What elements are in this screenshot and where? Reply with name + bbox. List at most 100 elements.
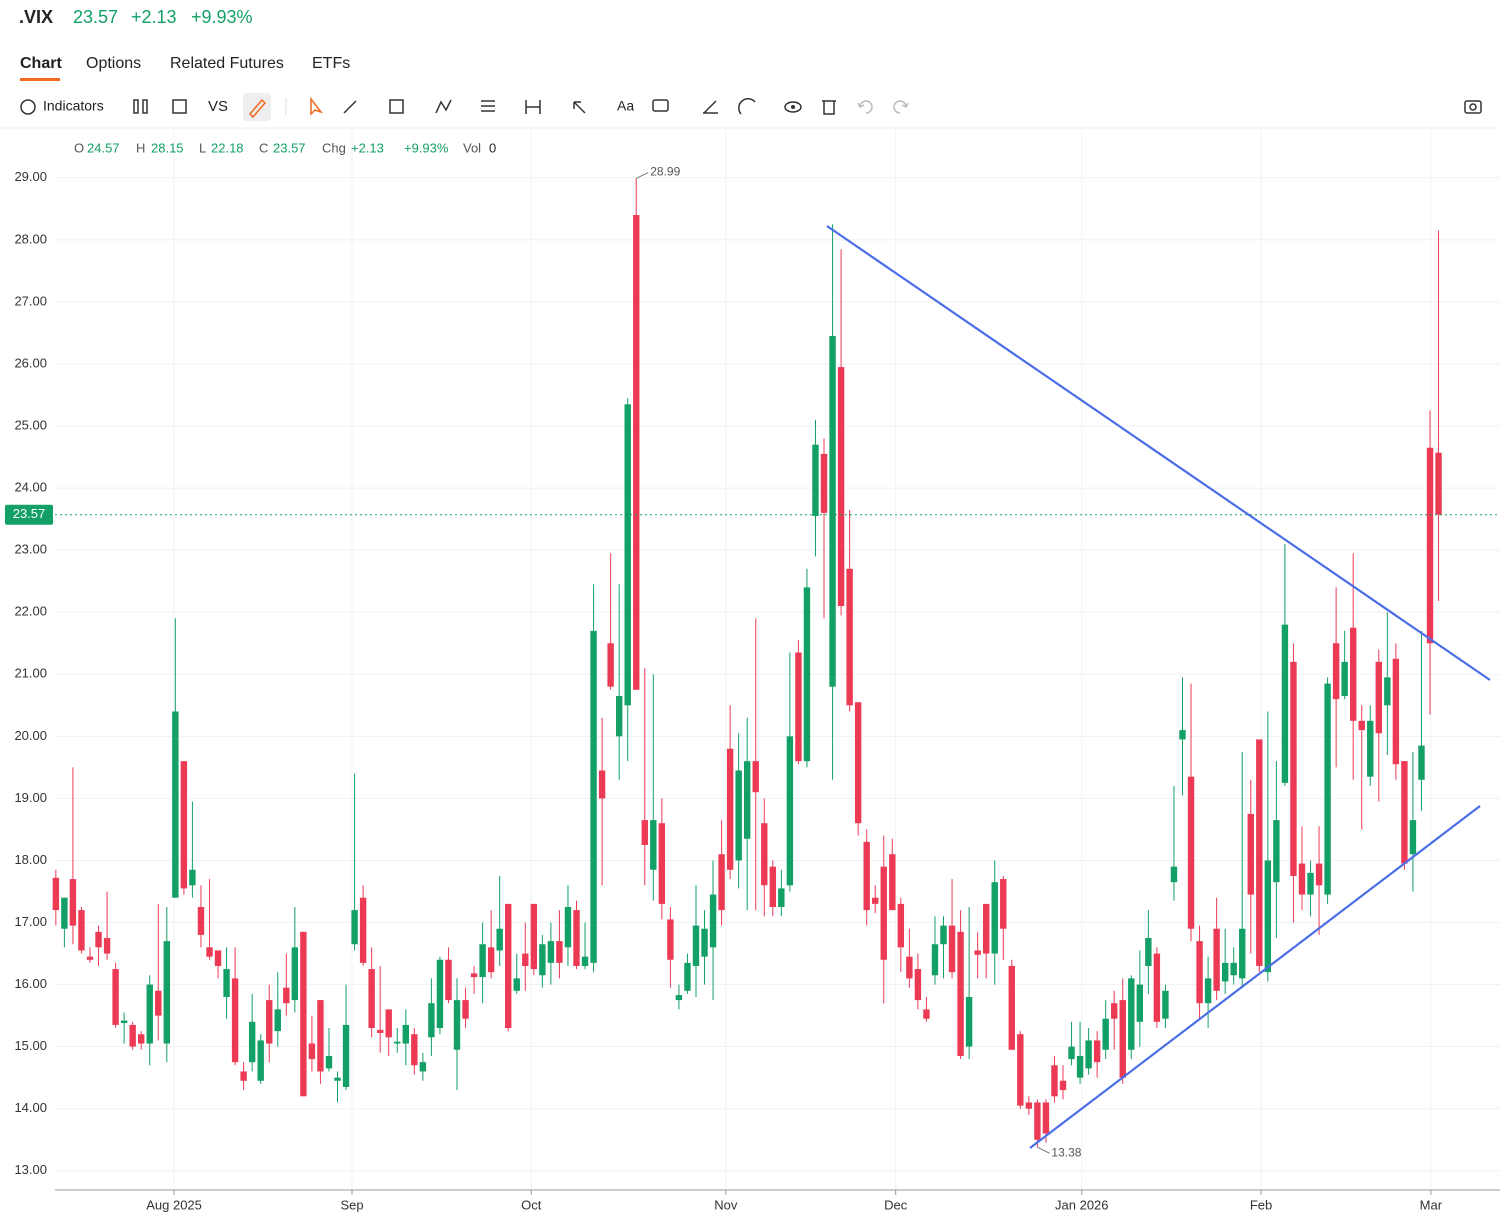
candle-body: [419, 1062, 427, 1072]
redo-icon[interactable]: [893, 100, 909, 114]
indicators-icon[interactable]: [20, 99, 36, 115]
candle-body: [846, 568, 853, 706]
candle-body: [1042, 1102, 1050, 1134]
brush-icon[interactable]: [703, 100, 718, 114]
candle-body: [581, 956, 589, 966]
measure-tool-icon[interactable]: [525, 100, 541, 114]
delete-icon[interactable]: [822, 100, 836, 115]
y-tick-label: 24.00: [14, 480, 47, 495]
candle-body: [95, 931, 102, 948]
candle-body: [573, 910, 580, 966]
candle-body: [982, 903, 990, 954]
candle-body: [1409, 820, 1417, 855]
candle-body: [180, 761, 188, 889]
candle-body: [1315, 863, 1323, 886]
candle-body: [948, 925, 956, 973]
candle-body: [607, 643, 614, 687]
candle-body: [1213, 928, 1220, 991]
candle-body: [385, 1009, 392, 1038]
candle-body: [436, 959, 444, 1029]
candle-body: [641, 820, 648, 845]
x-tick-label: Sep: [340, 1197, 363, 1212]
text-tool[interactable]: Aa: [617, 98, 634, 114]
tab[interactable]: Options: [86, 55, 141, 72]
y-tick-label: 18.00: [14, 852, 47, 867]
chart-type-icon[interactable]: [172, 99, 187, 114]
legend-key: C: [259, 140, 268, 155]
tab[interactable]: Chart: [20, 55, 62, 72]
legend-value: 22.18: [211, 140, 244, 155]
candle-body: [1136, 984, 1144, 1022]
candles-icon[interactable]: [133, 99, 139, 114]
candle-body: [684, 962, 691, 991]
candle-body: [453, 1000, 461, 1050]
x-tick-label: Dec: [884, 1197, 908, 1212]
candle-body: [1153, 953, 1161, 1022]
candle-body: [854, 702, 862, 824]
visibility-icon-pupil: [791, 105, 795, 109]
pattern-tool-icon[interactable]: [435, 99, 452, 114]
visibility-icon[interactable]: [784, 101, 802, 113]
candle-body: [1239, 928, 1246, 979]
cursor-icon[interactable]: [310, 96, 324, 116]
legend-key: H: [136, 140, 145, 155]
candle-body: [965, 996, 973, 1047]
candle-body: [308, 1043, 316, 1060]
candle-body: [1128, 978, 1135, 1050]
x-tick-label: Oct: [521, 1197, 542, 1212]
candle-body: [52, 877, 60, 911]
fib-tool-icon[interactable]: [481, 100, 495, 112]
candle-body: [1230, 962, 1237, 976]
x-tick-label: Feb: [1250, 1197, 1272, 1212]
candle-body: [274, 1009, 281, 1032]
legend-value: +2.13: [351, 140, 384, 155]
tab[interactable]: Related Futures: [170, 55, 284, 72]
undo-icon[interactable]: [857, 100, 873, 114]
draw-button[interactable]: [243, 93, 271, 121]
trendline[interactable]: [1029, 805, 1481, 1149]
line-tool-icon[interactable]: [343, 100, 357, 114]
candle-body: [1221, 962, 1229, 982]
symbol: .VIX: [19, 7, 53, 27]
candle-body: [692, 925, 700, 966]
candle-body: [1093, 1040, 1101, 1063]
candle-body: [283, 987, 290, 1004]
candle-body: [1076, 1055, 1084, 1078]
draw-icon: [248, 98, 267, 119]
candle-body: [1298, 863, 1306, 895]
candle-body: [505, 903, 512, 1029]
snapshot-icon[interactable]: [1464, 100, 1482, 114]
magnet-icon[interactable]: [738, 98, 756, 115]
candle-body: [1059, 1080, 1067, 1091]
candle-body: [744, 761, 751, 839]
candle-body: [1264, 860, 1272, 973]
y-tick-label: 19.00: [14, 790, 47, 805]
candle-body: [820, 453, 828, 513]
candle-body: [462, 1000, 469, 1019]
candle-body: [880, 866, 887, 960]
shape-tool-icon[interactable]: [389, 99, 404, 114]
trendline[interactable]: [826, 225, 1491, 681]
x-tick-label: Jan 2026: [1055, 1197, 1109, 1212]
candle-body: [428, 1003, 435, 1038]
candle-body: [513, 978, 520, 991]
candle-body: [889, 854, 896, 911]
candle-body: [624, 404, 631, 706]
candle-body: [266, 1000, 273, 1044]
indicators-button[interactable]: Indicators: [43, 98, 104, 114]
tab[interactable]: ETFs: [312, 55, 350, 72]
candle-body: [325, 1055, 333, 1069]
candle-body: [1111, 1003, 1118, 1019]
candle-body: [138, 1034, 145, 1044]
change-pct: +9.93%: [191, 7, 253, 27]
comment-tool-icon[interactable]: [652, 99, 669, 112]
candle-body: [667, 919, 674, 960]
arrow-tool-icon[interactable]: [573, 101, 586, 114]
candle-body: [650, 820, 657, 870]
candle-body: [146, 984, 153, 1044]
price: 23.57: [73, 7, 118, 27]
vs-button[interactable]: VS: [208, 98, 228, 115]
candle-body: [872, 897, 879, 904]
candle-body: [240, 1071, 247, 1081]
candle-body: [615, 695, 623, 737]
